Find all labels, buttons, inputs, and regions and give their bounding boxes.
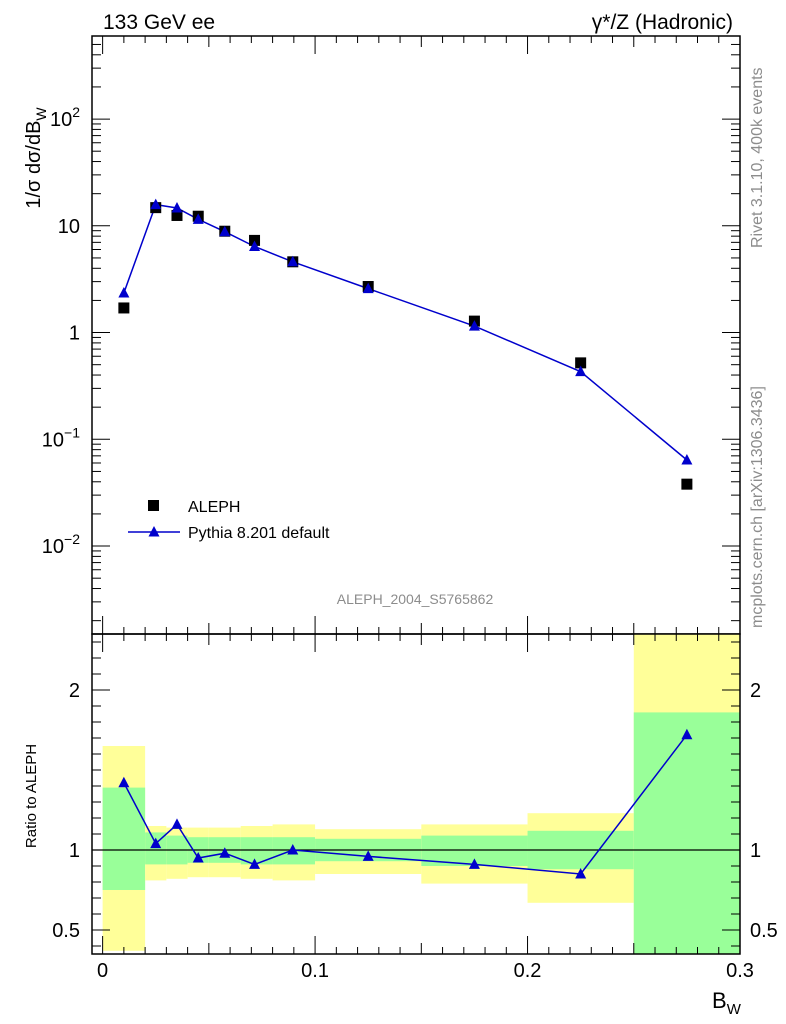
x-tick-label: 0 [97,960,108,982]
aleph-data-point [681,478,693,490]
tick-label-base: 10 [50,109,72,131]
pythia-ratio-point [171,818,183,829]
pythia-ratio-point [118,776,130,788]
legend-aleph-marker [148,500,159,511]
aleph-data-point [118,302,130,314]
pythia-ratio-point [362,850,374,861]
ratio-panel-frame [91,633,741,955]
green-uncertainty-band [102,787,146,890]
ratio-y-tick-label-right: 2 [750,680,761,702]
green-uncertainty-band [633,712,740,954]
x-axis-title: BW [712,988,742,1018]
main-y-tick-label: 10−1 [42,424,80,451]
legend-pythia-marker [148,526,160,537]
x-axis-title-base: B [712,988,727,1013]
main-y-axis-title: 1/σ dσ/dBW [23,107,49,209]
main-y-axis-title-text: 1/σ dσ/dB [23,121,45,209]
tick-label-exponent: −1 [64,424,80,440]
x-axis-title-subscript: W [727,1001,742,1018]
x-tick-label: 0.1 [301,960,329,982]
main-y-tick-label: 10−2 [42,531,80,558]
header-process-label: γ*/Z (Hadronic) [592,11,733,34]
ratio-y-tick-label-right: 1 [750,840,761,862]
pythia-ratio-point [192,852,204,863]
pythia-ratio-point [468,858,480,869]
tick-label-exponent: 2 [72,104,80,120]
pythia-data-point [575,365,587,377]
ratio-y-tick-label-left: 0.5 [52,920,80,942]
legend-aleph-label: ALEPH [188,499,240,516]
aleph-data-point [171,209,183,221]
aleph-data-point [249,234,261,246]
main-y-tick-label: 10 [58,216,80,238]
ratio-panel: 0 0.1 0.2 0.3 0.5 0.5 1 1 2 2 [52,633,778,982]
main-y-tick-label: 102 [50,104,80,131]
pythia-data-point [362,282,374,294]
pythia-data-point [171,201,183,213]
pythia-data-point [118,286,130,298]
green-uncertainty-band [145,832,167,865]
pythia-data-point [150,198,162,210]
legend: ALEPH Pythia 8.201 default [128,499,330,542]
tick-label-base: 10 [42,429,64,451]
pythia-ratio-point [249,858,261,869]
analysis-id-label: ALEPH_2004_S5765862 [337,591,494,607]
pythia-data-point [219,225,231,237]
rivet-version-note: Rivet 3.1.10, 400k events [749,67,766,248]
pythia-data-point [287,255,299,267]
main-y-tick-label: 1 [69,323,80,345]
ratio-y-axis-title: Ratio to ALEPH [23,744,40,848]
pythia-ratio-point [287,844,299,855]
tick-label-exponent: −2 [64,531,80,547]
main-panel-frame [91,35,741,635]
legend-pythia-label: Pythia 8.201 default [188,525,330,542]
tick-label-base: 10 [42,536,64,558]
pythia-ratio-point [575,868,587,879]
pythia-data-point [249,240,261,252]
mcplots-source-note: mcplots.cern.ch [arXiv:1306.3436] [749,386,766,628]
pythia-line [123,203,688,461]
pythia-data-point [468,320,480,331]
pythia-ratio-point [219,847,231,858]
header-energy-label: 133 GeV ee [103,11,215,34]
x-tick-label: 0.2 [514,960,542,982]
pythia-data-point [192,213,204,224]
aleph-data-point [575,357,587,369]
ratio-y-tick-label-right: 0.5 [750,920,778,942]
main-y-axis-title-subscript: W [33,107,49,121]
x-tick-label: 0.3 [726,960,754,982]
pythia-data-point [681,453,693,465]
pythia-ratio-point [681,728,693,740]
pythia-ratio-point [150,837,162,849]
ratio-y-tick-label-left: 2 [69,680,80,702]
ratio-y-tick-label-left: 1 [69,840,80,862]
